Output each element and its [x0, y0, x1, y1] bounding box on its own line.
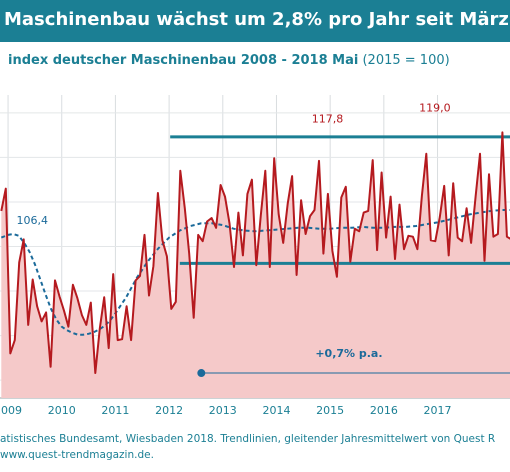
x-tick-label-2014: 2014: [262, 404, 290, 417]
trend-series: [0, 209, 510, 336]
subtitle-note: (2015 = 100): [362, 53, 450, 68]
trend-line: [0, 209, 510, 336]
x-tick-label-2012: 2012: [155, 404, 183, 417]
annotation-label-1: 117,8: [312, 112, 344, 125]
chart-subtitle: index deutscher Maschinenbau 2008 - 2018…: [8, 53, 450, 68]
monthly-line: [0, 131, 510, 374]
chart-title: Maschinenbau wächst um 2,8% pro Jahr sei…: [4, 9, 510, 30]
subtitle-main: index deutscher Maschinenbau 2008 - 2018…: [8, 53, 359, 68]
source-note: atistisches Bundesamt, Wiesbaden 2018. T…: [0, 433, 496, 445]
x-tick-label-2016: 2016: [370, 404, 398, 417]
x-tick-label-2017: 2017: [424, 404, 452, 417]
title-bar: Maschinenbau wächst um 2,8% pro Jahr sei…: [0, 0, 510, 42]
x-tick-label-2010: 2010: [48, 404, 76, 417]
annotation-label-0: 106,4: [16, 214, 48, 227]
monthly-series: [0, 131, 510, 374]
x-tick-label-2009: 2009: [0, 404, 22, 417]
x-axis-ticks: 2009 2010 2011 2012 2013 2014 2015 2016 2017: [0, 404, 452, 417]
level-marker: [197, 369, 206, 378]
website-note: www.quest-trendmagazin.de.: [0, 449, 154, 461]
x-tick-label-2015: 2015: [316, 404, 344, 417]
x-tick-label-2013: 2013: [209, 404, 237, 417]
annotation-label-2: 119,0: [419, 102, 451, 115]
annotations: 106,4 117,8 119,0 +0,7% p.a.: [16, 102, 450, 360]
annotation-label-3: +0,7% p.a.: [315, 347, 382, 360]
x-tick-label-2011: 2011: [101, 404, 129, 417]
